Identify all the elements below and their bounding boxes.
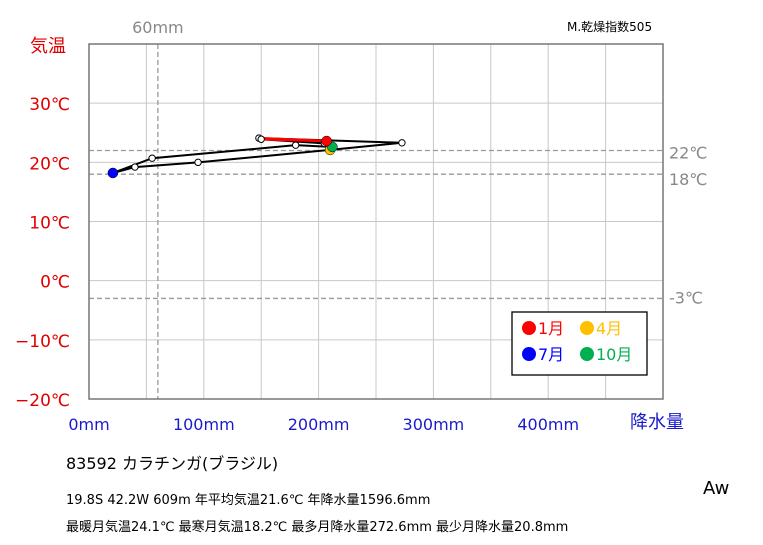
dryness-index: M.乾燥指数505 — [567, 19, 652, 34]
station-name: 83592 カラチンガ(ブラジル) — [66, 454, 279, 473]
y-tick-label: 10℃ — [29, 214, 70, 234]
y-tick-label: −10℃ — [15, 332, 70, 352]
station-info-line-1: 19.8S 42.2W 609m 年平均気温21.6℃ 年降水量1596.6mm — [66, 493, 431, 508]
legend-label: 7月 — [538, 345, 564, 364]
legend-marker — [580, 347, 594, 361]
legend-box — [511, 311, 648, 376]
ref-label-temp: 18℃ — [669, 170, 707, 189]
legend-marker — [522, 321, 536, 335]
data-point-month-6 — [131, 163, 139, 171]
data-point-month-5 — [194, 158, 202, 167]
legend-marker — [580, 321, 594, 335]
data-point-month-3 — [398, 139, 406, 147]
x-tick-label: 100mm — [173, 415, 235, 434]
climate-class: Aw — [703, 478, 730, 499]
legend-label: 4月 — [596, 319, 622, 338]
data-point-month-8 — [148, 154, 156, 162]
plot-frame — [88, 43, 664, 400]
legend-label: 1月 — [538, 319, 564, 338]
data-point-month-12 — [257, 135, 265, 143]
x-tick-label: 0mm — [68, 415, 109, 434]
ref-label-precip: 60mm — [132, 18, 184, 37]
y-axis-label: 気温 — [30, 36, 66, 57]
data-point-month-1 — [321, 135, 332, 147]
ref-label-temp: 22℃ — [669, 144, 707, 163]
y-axis-ticks: 30℃ 20℃ 10℃ 0℃ −10℃ −20℃ — [15, 95, 70, 411]
reference-lines: 22℃ 18℃ -3℃ 60mm — [89, 18, 707, 399]
legend: 1月 4月 7月 10月 — [511, 311, 648, 376]
data-point-month-9 — [291, 141, 300, 149]
series-path — [112, 137, 403, 174]
y-tick-label: −20℃ — [15, 391, 70, 411]
y-tick-label: 20℃ — [29, 154, 70, 174]
y-tick-label: 30℃ — [29, 95, 70, 115]
x-tick-label: 400mm — [517, 415, 579, 434]
legend-label: 10月 — [596, 345, 632, 364]
data-point-month-7 — [107, 167, 119, 179]
x-tick-label: 200mm — [288, 415, 350, 434]
ref-label-temp: -3℃ — [669, 288, 703, 307]
legend-marker — [522, 347, 536, 361]
series-line — [107, 134, 406, 179]
x-axis-label: 降水量 — [630, 412, 684, 433]
series-segment-dec — [261, 138, 327, 143]
x-axis-ticks: 0mm 100mm 200mm 300mm 400mm — [68, 415, 579, 434]
x-tick-label: 300mm — [403, 415, 465, 434]
y-tick-label: 0℃ — [40, 273, 70, 293]
station-info-line-2: 最暖月気温24.1℃ 最寒月気温18.2℃ 最多月降水量272.6mm 最少月降… — [66, 520, 569, 535]
